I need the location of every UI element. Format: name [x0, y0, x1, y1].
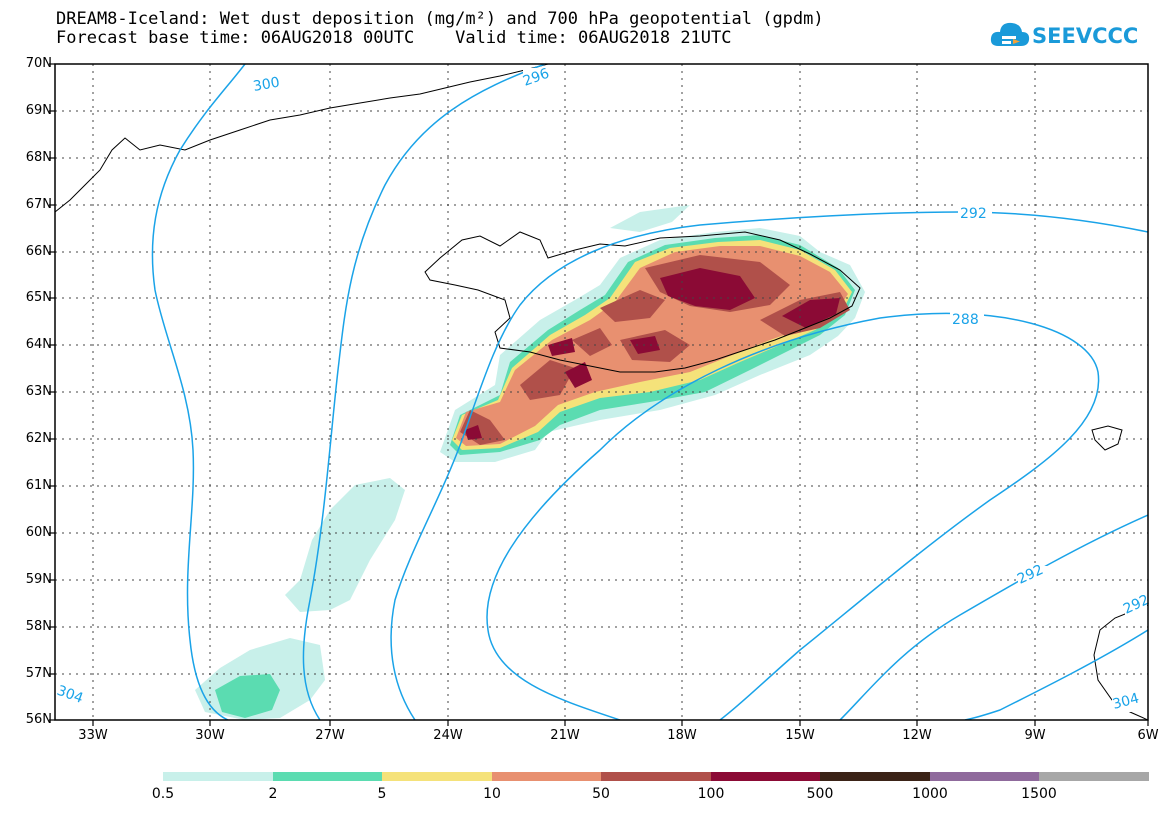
contour-label-304-east: 304: [1111, 690, 1141, 712]
contour-300-west: [151, 64, 246, 720]
lat-label: 70N: [25, 56, 52, 71]
map-graticule: [55, 64, 1148, 720]
legend-swatch: [382, 772, 492, 781]
legend-label: 100: [697, 786, 725, 802]
lat-label: 69N: [25, 103, 52, 118]
legend-label: 1000: [912, 786, 948, 802]
contour-label-300: 300: [252, 75, 281, 95]
legend-label: 2: [268, 786, 278, 802]
lat-label: 62N: [25, 431, 52, 446]
contour-label-292-north: 292: [960, 206, 987, 222]
lon-label: 12W: [902, 728, 932, 743]
legend-swatch: [163, 772, 273, 781]
legend-label: 500: [806, 786, 834, 802]
iceland-coast: [424, 231, 861, 373]
contour-296: [302, 64, 546, 720]
legend-label: 5: [377, 786, 387, 802]
lon-label: 27W: [315, 728, 345, 743]
lat-label: 61N: [25, 478, 52, 493]
lat-label: 57N: [25, 666, 52, 681]
legend-swatch: [710, 772, 820, 781]
lat-label: 63N: [25, 384, 52, 399]
lon-label: 30W: [195, 728, 225, 743]
contour-labels: 300 296 292 288 292 292 304 304: [55, 66, 1152, 713]
lon-label: 6W: [1137, 728, 1159, 743]
lon-label: 18W: [667, 728, 697, 743]
cloud-icon: [990, 22, 1030, 46]
lon-label: 21W: [550, 728, 580, 743]
legend-label: 10: [483, 786, 501, 802]
lon-label: 33W: [78, 728, 108, 743]
contour-label-288: 288: [952, 312, 979, 328]
lon-label: 24W: [433, 728, 463, 743]
legend-swatch: [1039, 772, 1149, 781]
legend-swatch: [272, 772, 382, 781]
legend-swatch: [491, 772, 601, 781]
lat-label: 59N: [25, 572, 52, 587]
logo-text: SEEVCCC: [1032, 24, 1139, 48]
lat-label: 58N: [25, 619, 52, 634]
lat-label: 60N: [25, 525, 52, 540]
map-subtitle: Forecast base time: 06AUG2018 00UTC Vali…: [56, 28, 732, 48]
lat-label: 56N: [25, 712, 52, 727]
lat-label: 68N: [25, 150, 52, 165]
greenland-coast: [55, 64, 549, 213]
legend-swatch: [601, 772, 711, 781]
lat-label: 67N: [25, 197, 52, 212]
lon-label: 9W: [1024, 728, 1046, 743]
lat-label: 64N: [25, 337, 52, 352]
lat-label: 65N: [25, 290, 52, 305]
contour-292-south: [839, 514, 1148, 720]
axis-ticks: [49, 63, 1149, 726]
lon-label: 15W: [785, 728, 815, 743]
legend-label: 0.5: [151, 786, 175, 802]
legend-label: 1500: [1021, 786, 1057, 802]
faroe-coast: [1091, 425, 1123, 451]
deposition-legend-bar: [163, 772, 1149, 781]
seevccc-logo: SEEVCCC: [990, 18, 1138, 58]
map-title: DREAM8-Iceland: Wet dust deposition (mg/…: [56, 9, 824, 29]
legend-swatch: [929, 772, 1039, 781]
lat-label: 66N: [25, 244, 52, 259]
contour-300-southeast: [964, 629, 1148, 720]
legend-swatch: [820, 772, 930, 781]
legend-label: 50: [592, 786, 610, 802]
